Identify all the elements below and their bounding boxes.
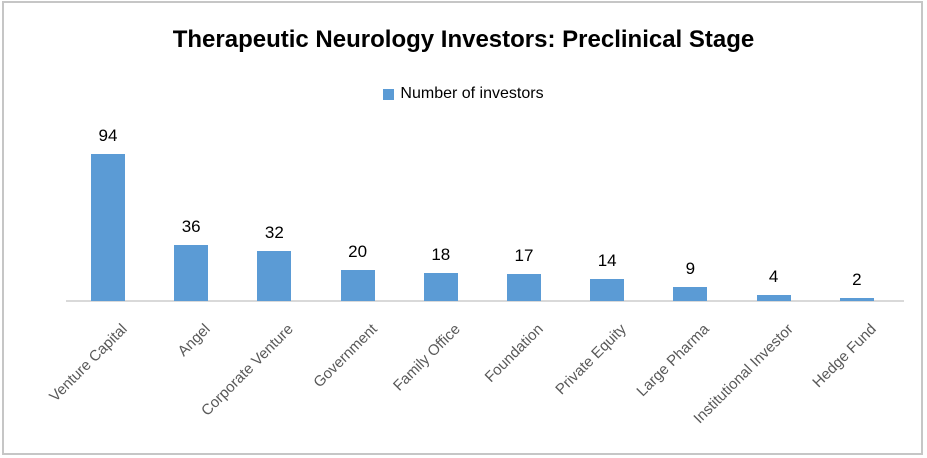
legend: Number of investors <box>0 85 927 103</box>
bar-value-label: 14 <box>597 251 617 270</box>
x-axis-line <box>66 300 904 302</box>
legend-label: Number of investors <box>400 85 544 102</box>
bar-angel <box>174 245 209 301</box>
bar-value-label: 18 <box>431 245 451 264</box>
bar-family-office <box>423 273 458 301</box>
bar-large-pharma <box>673 287 708 301</box>
bar-value-label: 17 <box>514 246 534 265</box>
bar-hedge-fund <box>839 298 874 301</box>
bar-venture-capital <box>91 154 125 301</box>
chart-title: Therapeutic Neurology Investors: Preclin… <box>172 26 755 53</box>
bar-corporate-venture <box>257 251 292 301</box>
bar-value-label: 9 <box>685 259 696 278</box>
bar-value-label: 94 <box>98 126 118 145</box>
bar-government <box>340 270 375 301</box>
bar-value-label: 36 <box>181 217 201 236</box>
bar-institutional-investor <box>756 295 791 301</box>
bar-value-label: 32 <box>264 223 284 242</box>
x-axis-label: Venture Capital <box>46 320 131 406</box>
bar-foundation <box>507 274 541 301</box>
bar-value-label: 4 <box>768 267 779 286</box>
bar-private-equity <box>590 279 625 301</box>
legend-swatch-icon <box>383 88 395 100</box>
bar-value-label: 2 <box>852 270 862 289</box>
bar-value-label: 20 <box>348 242 368 261</box>
